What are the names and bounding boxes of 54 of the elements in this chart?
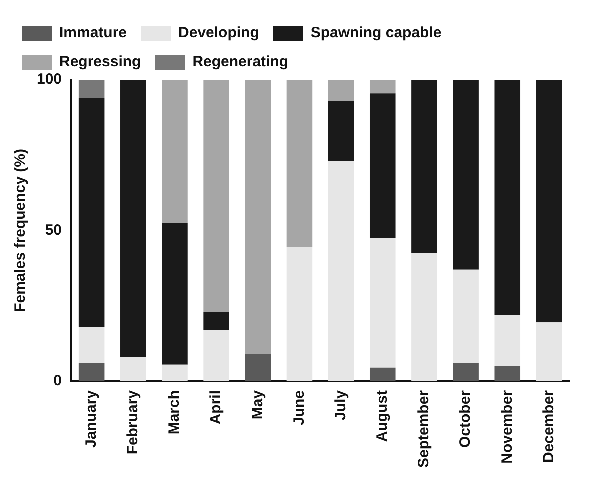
y-tick-label: 50 <box>45 222 62 239</box>
legend-label: Spawning capable <box>310 24 442 42</box>
bar <box>412 253 438 382</box>
x-tick-label: December <box>540 390 558 464</box>
bar <box>494 80 521 316</box>
x-tick-label: October <box>457 390 474 448</box>
bar <box>536 80 562 323</box>
x-tick-label: May <box>249 390 266 420</box>
bar <box>453 363 479 382</box>
bar <box>328 80 354 102</box>
legend-label: Immature <box>60 24 128 42</box>
legend-label: Developing <box>178 24 260 42</box>
bar <box>204 312 230 330</box>
legend-label: Regenerating <box>192 54 289 71</box>
y-tick-label: 0 <box>54 372 62 390</box>
x-tick-label: August <box>374 390 392 442</box>
x-tick-label: July <box>332 390 350 420</box>
bar <box>245 80 272 354</box>
bar <box>328 161 354 382</box>
y-axis-title: Females frequency (%) <box>12 149 30 312</box>
bar <box>245 354 272 382</box>
x-tick-label: March <box>166 390 184 435</box>
bar <box>328 101 354 162</box>
bar <box>494 315 521 366</box>
bar <box>370 80 396 94</box>
bar <box>78 98 105 328</box>
bar <box>120 357 146 382</box>
x-tick-label: April <box>208 390 225 425</box>
bar <box>204 80 230 312</box>
bar <box>370 238 396 368</box>
x-tick-label: February <box>124 390 142 455</box>
bar <box>78 327 105 364</box>
bar <box>286 247 313 382</box>
x-tick-label: November <box>498 390 516 464</box>
bar <box>78 363 105 382</box>
bar <box>453 270 479 364</box>
bar <box>204 330 230 382</box>
bar <box>286 80 313 248</box>
y-tick-label: 100 <box>36 71 62 88</box>
bar <box>370 94 396 238</box>
x-tick-label: January <box>82 390 100 448</box>
bar <box>412 80 438 254</box>
bar <box>536 322 562 382</box>
bar <box>370 368 396 382</box>
bar <box>162 80 188 224</box>
bar <box>78 80 105 98</box>
bar <box>162 364 188 382</box>
x-tick-label: September <box>416 390 433 468</box>
bar <box>162 223 188 365</box>
x-tick-label: June <box>290 390 308 426</box>
bar <box>453 80 479 270</box>
bar <box>494 366 521 382</box>
legend-label: Regressing <box>60 54 142 71</box>
bar <box>120 80 146 358</box>
